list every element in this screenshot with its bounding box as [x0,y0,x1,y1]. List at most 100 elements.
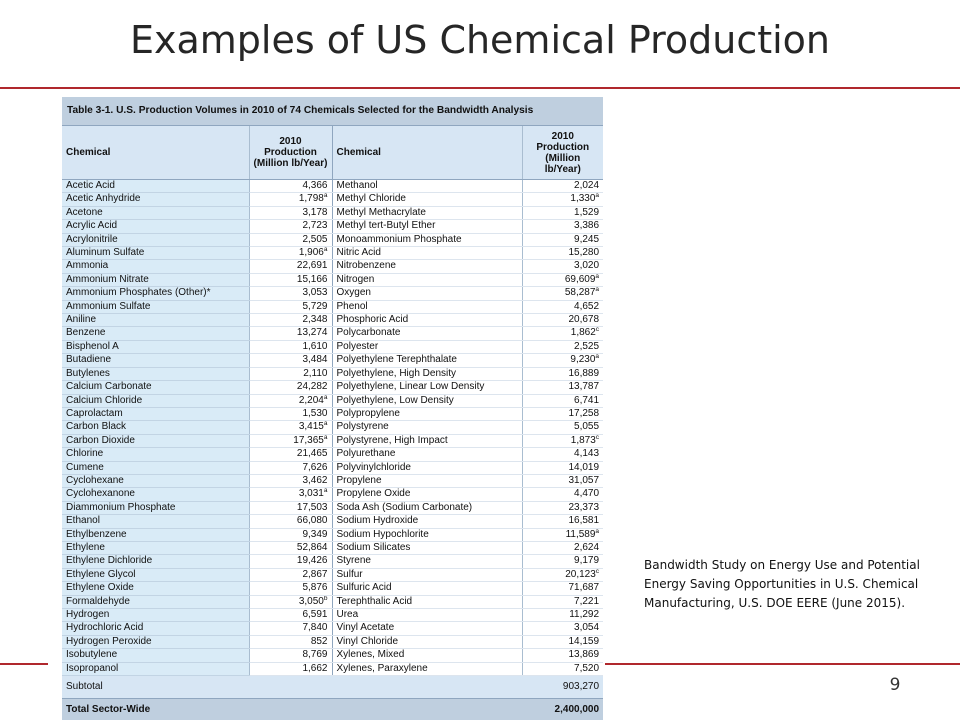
production-value-text: 31,057 [568,474,600,486]
production-value: 3,415a [249,420,333,435]
source-citation: Bandwidth Study on Energy Use and Potent… [644,558,920,610]
production-value: 13,869 [522,648,603,663]
chemical-name-text: Ethylene Glycol [66,568,136,580]
chemical-name: Ethylene [62,541,250,556]
chemical-name-text: Ammonium Nitrate [66,273,149,285]
production-value-text: 2,348 [302,314,328,326]
chemical-name-text: Soda Ash (Sodium Carbonate) [336,501,473,513]
production-value: 14,159 [522,635,603,650]
table-row: Ammonia 22,691 Nitrobenzene 3,020 [62,259,603,274]
production-value-text: 3,462 [302,474,328,486]
production-value-text: 3,484 [302,354,328,366]
table-caption: Table 3-1. U.S. Production Volumes in 20… [62,97,603,126]
production-table: Table 3-1. U.S. Production Volumes in 20… [62,97,603,720]
table-row: Ammonium Phosphates (Other)* 3,053 Oxygen 5… [62,286,603,301]
chemical-name: Hydrochloric Acid [62,621,250,636]
chemical-name: Carbon Dioxide [62,434,250,449]
chemical-name-text: Polyvinylchloride [336,461,411,473]
production-value-text: 9,349 [302,528,328,540]
table-row: Cyclohexanone 3,031a Propylene Oxide 4,470 [62,487,603,502]
header-chemical-1: Chemical [62,125,250,180]
chemical-name: Methyl Chloride [332,192,523,207]
production-value: 3,484 [249,353,333,368]
chemical-name-text: Ammonia [66,260,109,272]
chemical-name-text: Benzene [66,327,106,339]
production-value-text: 6,591 [302,609,328,620]
production-value: 58,287a [522,286,603,301]
table-row: Acrylonitrile 2,505 Monoammonium Phosphate… [62,233,603,248]
production-value: 5,729 [249,300,333,315]
chemical-name: Caprolactam [62,407,250,422]
chemical-name: Polyester [332,340,523,355]
chemical-name: Carbon Black [62,420,250,435]
production-value: 4,143 [522,447,603,462]
chemical-name: Hydrogen [62,608,250,623]
chemical-name-text: Caprolactam [66,407,123,419]
chemical-name: Polystyrene [332,420,523,435]
chemical-name: Acrylonitrile [62,233,250,248]
chemical-name: Ethylbenzene [62,528,250,542]
chemical-name-text: Acrylic Acid [66,220,118,232]
chemical-name-text: Isobutylene [66,649,118,661]
production-value-text: 4,143 [574,448,600,460]
chemical-name-text: Xylenes, Paraxylene [336,662,428,674]
chemical-name: Styrene [332,554,523,569]
production-value-text: 13,787 [568,381,600,393]
production-value: 3,178 [249,206,333,221]
chemical-name-text: Xylenes, Mixed [336,649,405,661]
production-value: 21,465 [249,447,333,462]
chemical-name: Cyclohexane [62,474,250,489]
production-value-text: 52,864 [296,541,328,553]
chemical-name-text: Methanol [336,180,378,191]
footnote-marker: a [595,286,600,294]
chemical-name-text: Nitrogen [336,273,375,285]
production-value: 4,470 [522,487,603,502]
production-value-text: 21,465 [296,448,328,460]
production-value: 15,280 [522,246,603,261]
table-row: Ammonium Sulfate 5,729 Phenol 4,652 [62,300,603,315]
table-row: Bisphenol A 1,610 Polyester 2,525 [62,340,603,355]
chemical-name: Ethanol [62,514,250,529]
production-value: 3,054 [522,621,603,636]
production-value-text: 3,178 [302,206,328,218]
production-value: 7,221 [522,595,603,610]
chemical-name-text: Ethylbenzene [66,528,127,540]
table-row: Ethylene Oxide 5,876 Sulfuric Acid 71,687 [62,581,603,596]
production-value: 3,031a [249,487,333,502]
chemical-name-text: Butadiene [66,354,112,366]
footnote-marker: a [323,420,328,428]
table-row: Acetic Acid 4,366 Methanol 2,024 [62,179,603,194]
chemical-name: Calcium Chloride [62,394,250,408]
chemical-name: Oxygen [332,286,523,301]
production-value: 1,610 [249,340,333,355]
table-row: Calcium Chloride 2,204a Polyethylene, Low … [62,394,603,408]
footnote-marker: c [595,568,600,575]
chemical-name-text: Styrene [336,555,371,567]
production-value: 5,876 [249,581,333,596]
production-value-text: 5,729 [302,300,328,312]
chemical-name: Acetone [62,206,250,221]
chemical-name-text: Nitric Acid [336,247,381,259]
production-value-text: 1,330 [570,193,596,205]
production-value-text: 20,678 [568,314,600,326]
production-value-text: 66,080 [296,515,328,527]
chemical-name-text: Monoammonium Phosphate [336,233,462,245]
production-value-text: 16,889 [568,367,600,379]
chemical-name-text: Urea [336,609,359,620]
production-value: 7,626 [249,461,333,475]
chemical-name: Sulfur [332,568,523,583]
production-value-text: 11,292 [569,609,600,620]
table-row: Formaldehyde 3,050b Terephthalic Acid 7,221 [62,595,603,610]
chemical-name: Sodium Silicates [332,541,523,556]
production-table-image: Table 3-1. U.S. Production Volumes in 20… [62,97,603,720]
production-value-text: 71,687 [568,582,600,594]
chemical-name: Ethylene Glycol [62,568,250,583]
chemical-name-text: Ammonium Phosphates (Other)* [66,287,211,299]
chemical-name: Sodium Hydroxide [332,514,523,529]
chemical-name-text: Propylene [336,474,382,486]
table-row: Butylenes 2,110 Polyethylene, High Density… [62,367,603,382]
table-row: Cumene 7,626 Polyvinylchloride 14,019 [62,461,603,475]
production-value-text: 24,282 [296,381,328,393]
footnote-marker: c [595,326,600,334]
total-label: Total Sector-Wide [62,698,522,720]
